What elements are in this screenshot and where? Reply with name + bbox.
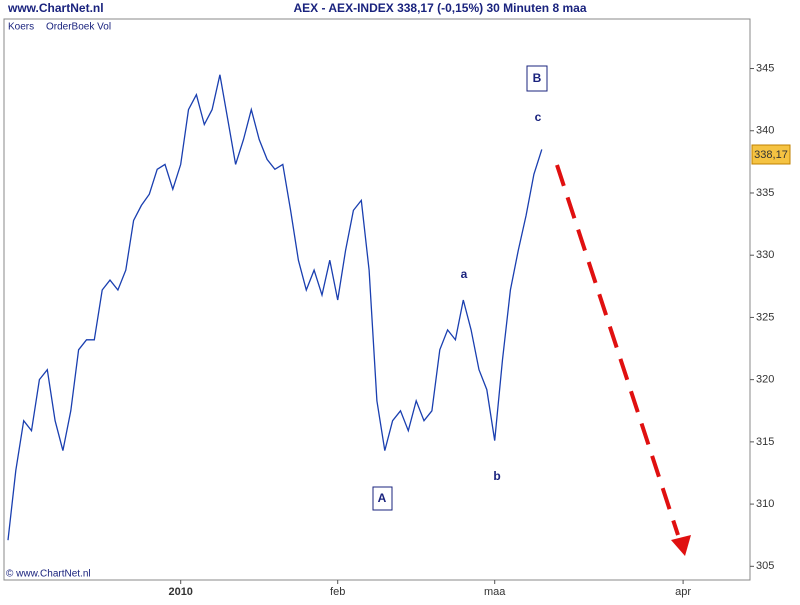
- x-tick-label: feb: [330, 586, 345, 598]
- x-tick-label: apr: [675, 586, 691, 598]
- forecast-arrow: [555, 164, 680, 536]
- y-tick-label: 315: [756, 436, 774, 448]
- wave-box: [526, 65, 548, 92]
- y-tick-label: 330: [756, 249, 774, 261]
- y-tick-label: 310: [756, 498, 774, 510]
- x-tick-label: maa: [484, 586, 506, 598]
- price-tag-label: 338,17: [754, 149, 788, 161]
- x-tick-label: 2010: [168, 586, 192, 598]
- annotations: A B a b c: [372, 65, 691, 556]
- tab-label: OrderBoek Vol: [46, 22, 111, 33]
- price-line: [7, 74, 543, 541]
- chart-title: AEX - AEX-INDEX 338,17 (-0,15%) 30 Minut…: [294, 1, 587, 15]
- arrow-head: [671, 535, 691, 556]
- y-tick-label: 320: [756, 374, 774, 386]
- y-tick-label: 345: [756, 62, 774, 74]
- wave-label: b: [493, 469, 500, 483]
- site-name: www.ChartNet.nl: [7, 1, 104, 15]
- y-tick-label: 305: [756, 560, 774, 572]
- wave-label: A: [378, 491, 387, 505]
- y-tick-label: 325: [756, 311, 774, 323]
- price-tag: [751, 144, 791, 165]
- plot-frame: [3, 18, 751, 581]
- y-tick-label: 340: [756, 125, 774, 137]
- tab-label: Koers: [8, 22, 34, 33]
- y-tick-label: 335: [756, 187, 774, 199]
- wave-box: [372, 486, 393, 511]
- copyright: © www.ChartNet.nl: [6, 569, 91, 580]
- wave-label: a: [461, 267, 468, 281]
- wave-label: B: [533, 71, 542, 85]
- wave-label: c: [535, 110, 542, 124]
